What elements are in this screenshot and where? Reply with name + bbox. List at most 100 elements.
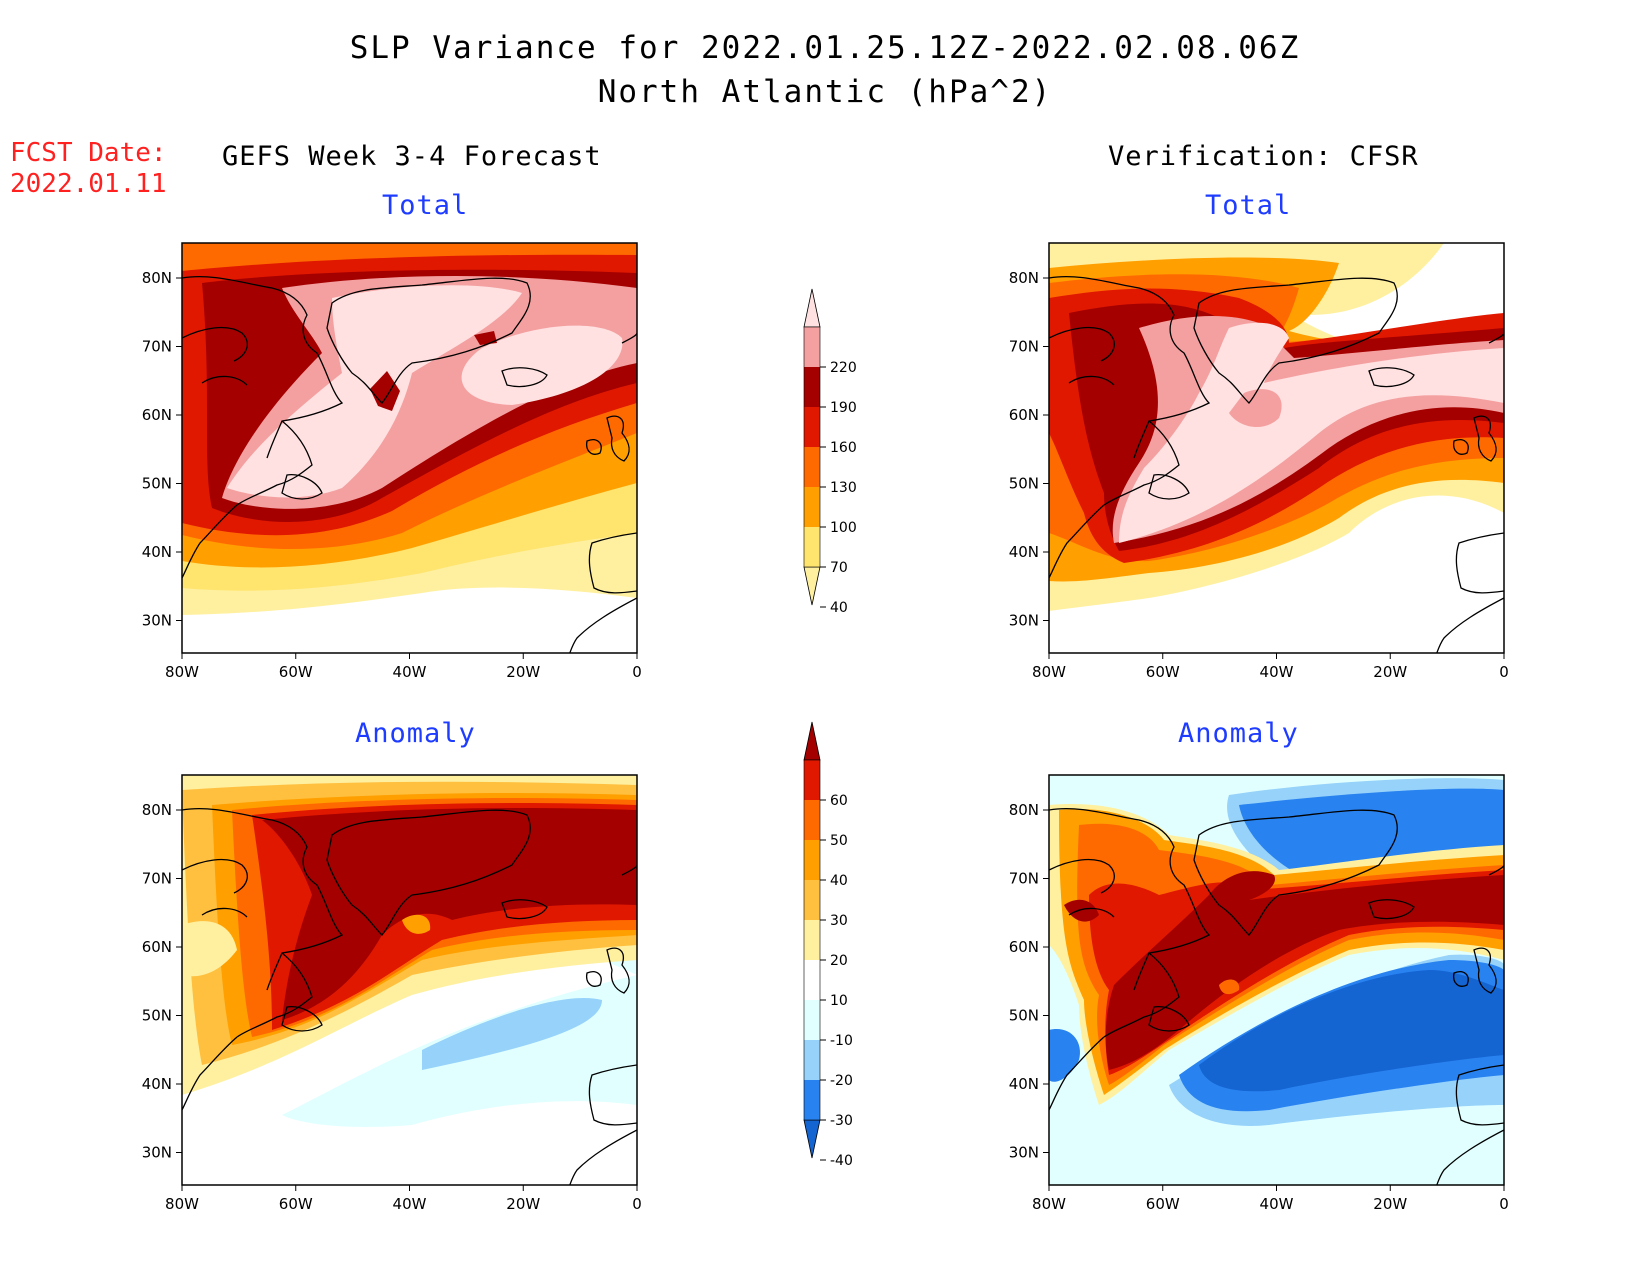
lat-tick-label: 50N: [1009, 1007, 1039, 1025]
anomaly-colorbar-label: 30: [830, 913, 848, 929]
lat-tick-label: 60N: [1009, 938, 1039, 956]
total-colorbar-bottom-triangle: [803, 566, 821, 606]
lon-tick-label: 40W: [393, 663, 427, 681]
lon-tick-label: 80W: [165, 1195, 199, 1213]
lat-tick-label: 70N: [1009, 870, 1039, 888]
panel-title-forecast-anomaly: Anomaly: [355, 718, 476, 749]
anomaly-colorbar-segment: [804, 1080, 820, 1120]
lon-tick-label: 80W: [165, 663, 199, 681]
lat-tick-label: 80N: [1009, 269, 1039, 287]
anomaly-colorbar-label: 50: [830, 833, 848, 849]
anomaly-colorbar-segment: [804, 880, 820, 920]
anomaly-colorbar-label: -30: [830, 1113, 853, 1129]
fcst-date-block: FCST Date: 2022.01.11: [10, 138, 167, 200]
main-subtitle: North Atlantic (hPa^2): [597, 74, 1053, 110]
anomaly-colorbar-label: -20: [830, 1073, 853, 1089]
fcst-date-value: 2022.01.11: [10, 169, 167, 199]
lon-tick-label: 20W: [506, 663, 540, 681]
anomaly-colorbar-label: -10: [830, 1033, 853, 1049]
lon-tick-label: 0: [632, 663, 642, 681]
total-colorbar-segment: [804, 327, 820, 367]
anomaly-colorbar-bottom-triangle: [803, 1119, 821, 1159]
anomaly-colorbar-label: -40: [830, 1153, 853, 1169]
main-title: SLP Variance for 2022.01.25.12Z-2022.02.…: [349, 30, 1301, 66]
lon-tick-label: 0: [1499, 1195, 1509, 1213]
total-colorbar-segment: [804, 447, 820, 487]
lon-tick-label: 60W: [1146, 1195, 1180, 1213]
anomaly-colorbar-label: 20: [830, 953, 848, 969]
lat-tick-label: 50N: [142, 475, 172, 493]
lon-tick-label: 0: [1499, 663, 1509, 681]
anomaly-colorbar-segment: [804, 760, 820, 800]
anomaly-colorbar-top-triangle: [803, 721, 821, 761]
total-colorbar-label: 160: [830, 440, 857, 456]
map-verification-anomaly: [1048, 774, 1505, 1186]
panel-title-verification-anomaly: Anomaly: [1178, 718, 1299, 749]
total-colorbar-label: 100: [830, 520, 857, 536]
lat-tick-label: 60N: [1009, 406, 1039, 424]
total-colorbar-segment: [804, 407, 820, 447]
total-colorbar-segment: [804, 487, 820, 527]
lat-tick-label: 70N: [142, 870, 172, 888]
lat-tick-label: 50N: [1009, 475, 1039, 493]
total-colorbar-label: 190: [830, 400, 857, 416]
lon-tick-label: 20W: [506, 1195, 540, 1213]
lat-tick-label: 40N: [1009, 543, 1039, 561]
lon-tick-label: 60W: [1146, 663, 1180, 681]
lat-tick-label: 70N: [142, 338, 172, 356]
anomaly-colorbar-segment: [804, 960, 820, 1000]
lon-tick-label: 20W: [1373, 1195, 1407, 1213]
anomaly-colorbar-segment: [804, 800, 820, 840]
lat-tick-label: 40N: [142, 1075, 172, 1093]
anomaly-colorbar-label: 10: [830, 993, 848, 1009]
fcst-date-label: FCST Date:: [10, 138, 167, 168]
anomaly-colorbar-segment: [804, 840, 820, 880]
lat-tick-label: 30N: [1009, 612, 1039, 630]
map-verification-total: [1048, 242, 1505, 654]
anomaly-colorbar-frame: [803, 759, 821, 1121]
lon-tick-label: 0: [632, 1195, 642, 1213]
total-colorbar-label: 130: [830, 480, 857, 496]
lat-tick-label: 80N: [142, 801, 172, 819]
anomaly-colorbar-segment: [804, 1000, 820, 1040]
lat-tick-label: 30N: [1009, 1144, 1039, 1162]
lat-tick-label: 30N: [142, 612, 172, 630]
panel-title-forecast-total: Total: [382, 190, 469, 221]
column-title-verification: Verification: CFSR: [1108, 141, 1419, 172]
lon-tick-label: 80W: [1032, 663, 1066, 681]
colorbar-total: 220 190 160 130 100 70 40: [803, 288, 857, 616]
lon-tick-label: 40W: [1260, 663, 1294, 681]
total-colorbar-label: 220: [830, 360, 857, 376]
map-forecast-total: [181, 242, 638, 654]
lat-tick-label: 70N: [1009, 338, 1039, 356]
total-colorbar-segment: [804, 527, 820, 567]
lat-tick-label: 40N: [142, 543, 172, 561]
total-colorbar-top-triangle: [803, 288, 821, 328]
lon-tick-label: 60W: [279, 663, 313, 681]
lon-tick-label: 20W: [1373, 663, 1407, 681]
lat-tick-label: 60N: [142, 938, 172, 956]
lon-tick-label: 80W: [1032, 1195, 1066, 1213]
column-title-forecast: GEFS Week 3-4 Forecast: [222, 141, 602, 172]
map-forecast-anomaly: [181, 774, 638, 1186]
colorbar-anomaly: 60 50 40 30 20 10 -10 -20 -30 -40: [803, 721, 853, 1169]
total-colorbar-label: 70: [830, 560, 848, 576]
anomaly-colorbar-segment: [804, 920, 820, 960]
anomaly-colorbar-label: 40: [830, 873, 848, 889]
lon-tick-label: 40W: [393, 1195, 427, 1213]
lat-tick-label: 50N: [142, 1007, 172, 1025]
lat-tick-label: 30N: [142, 1144, 172, 1162]
total-colorbar-label: 40: [830, 600, 848, 616]
lat-tick-label: 60N: [142, 406, 172, 424]
lat-tick-label: 40N: [1009, 1075, 1039, 1093]
lon-tick-label: 60W: [279, 1195, 313, 1213]
anomaly-colorbar-segment: [804, 1040, 820, 1080]
lat-tick-label: 80N: [142, 269, 172, 287]
lat-tick-label: 80N: [1009, 801, 1039, 819]
total-colorbar-segment: [804, 367, 820, 407]
panel-title-verification-total: Total: [1205, 190, 1292, 221]
lon-tick-label: 40W: [1260, 1195, 1294, 1213]
anomaly-colorbar-label: 60: [830, 793, 848, 809]
axis-ticks: 80W 60W 40W 20W 0 80N 70N 60N 50N 40N 30N 80W 60W 40W…: [142, 269, 1509, 1213]
